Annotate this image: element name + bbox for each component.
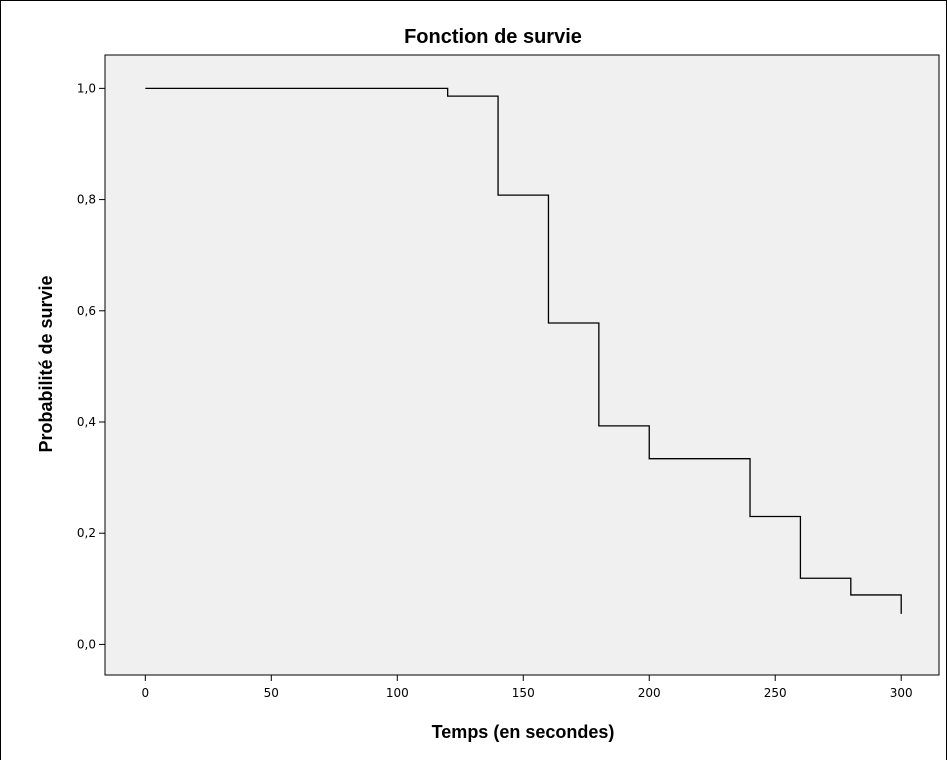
y-tick-label: 0,6 bbox=[77, 304, 96, 318]
x-tick-label: 300 bbox=[890, 686, 913, 700]
chart-title: Fonction de survie bbox=[404, 26, 582, 48]
y-tick-label: 0,0 bbox=[77, 637, 96, 651]
y-axis-ticks: 0,0 0,2 0,4 0,6 0,8 1,0 bbox=[77, 81, 105, 651]
x-tick-label: 250 bbox=[764, 686, 787, 700]
x-tick-label: 50 bbox=[264, 686, 279, 700]
x-tick-label: 100 bbox=[386, 686, 409, 700]
x-axis-label: Temps (en secondes) bbox=[432, 722, 615, 742]
x-tick-label: 0 bbox=[141, 686, 149, 700]
x-axis-ticks: 0 50 100 150 200 250 300 bbox=[141, 675, 913, 700]
y-tick-label: 0,8 bbox=[77, 193, 96, 207]
plot-area bbox=[104, 54, 940, 676]
survival-step-line bbox=[145, 87, 902, 614]
y-tick-label: 0,2 bbox=[77, 526, 96, 540]
y-tick-label: 0,4 bbox=[77, 415, 96, 429]
y-tick-label: 1,0 bbox=[77, 81, 96, 95]
x-tick-label: 200 bbox=[638, 686, 661, 700]
y-axis-label: Probabilité de survie bbox=[36, 275, 56, 452]
x-tick-label: 150 bbox=[512, 686, 535, 700]
